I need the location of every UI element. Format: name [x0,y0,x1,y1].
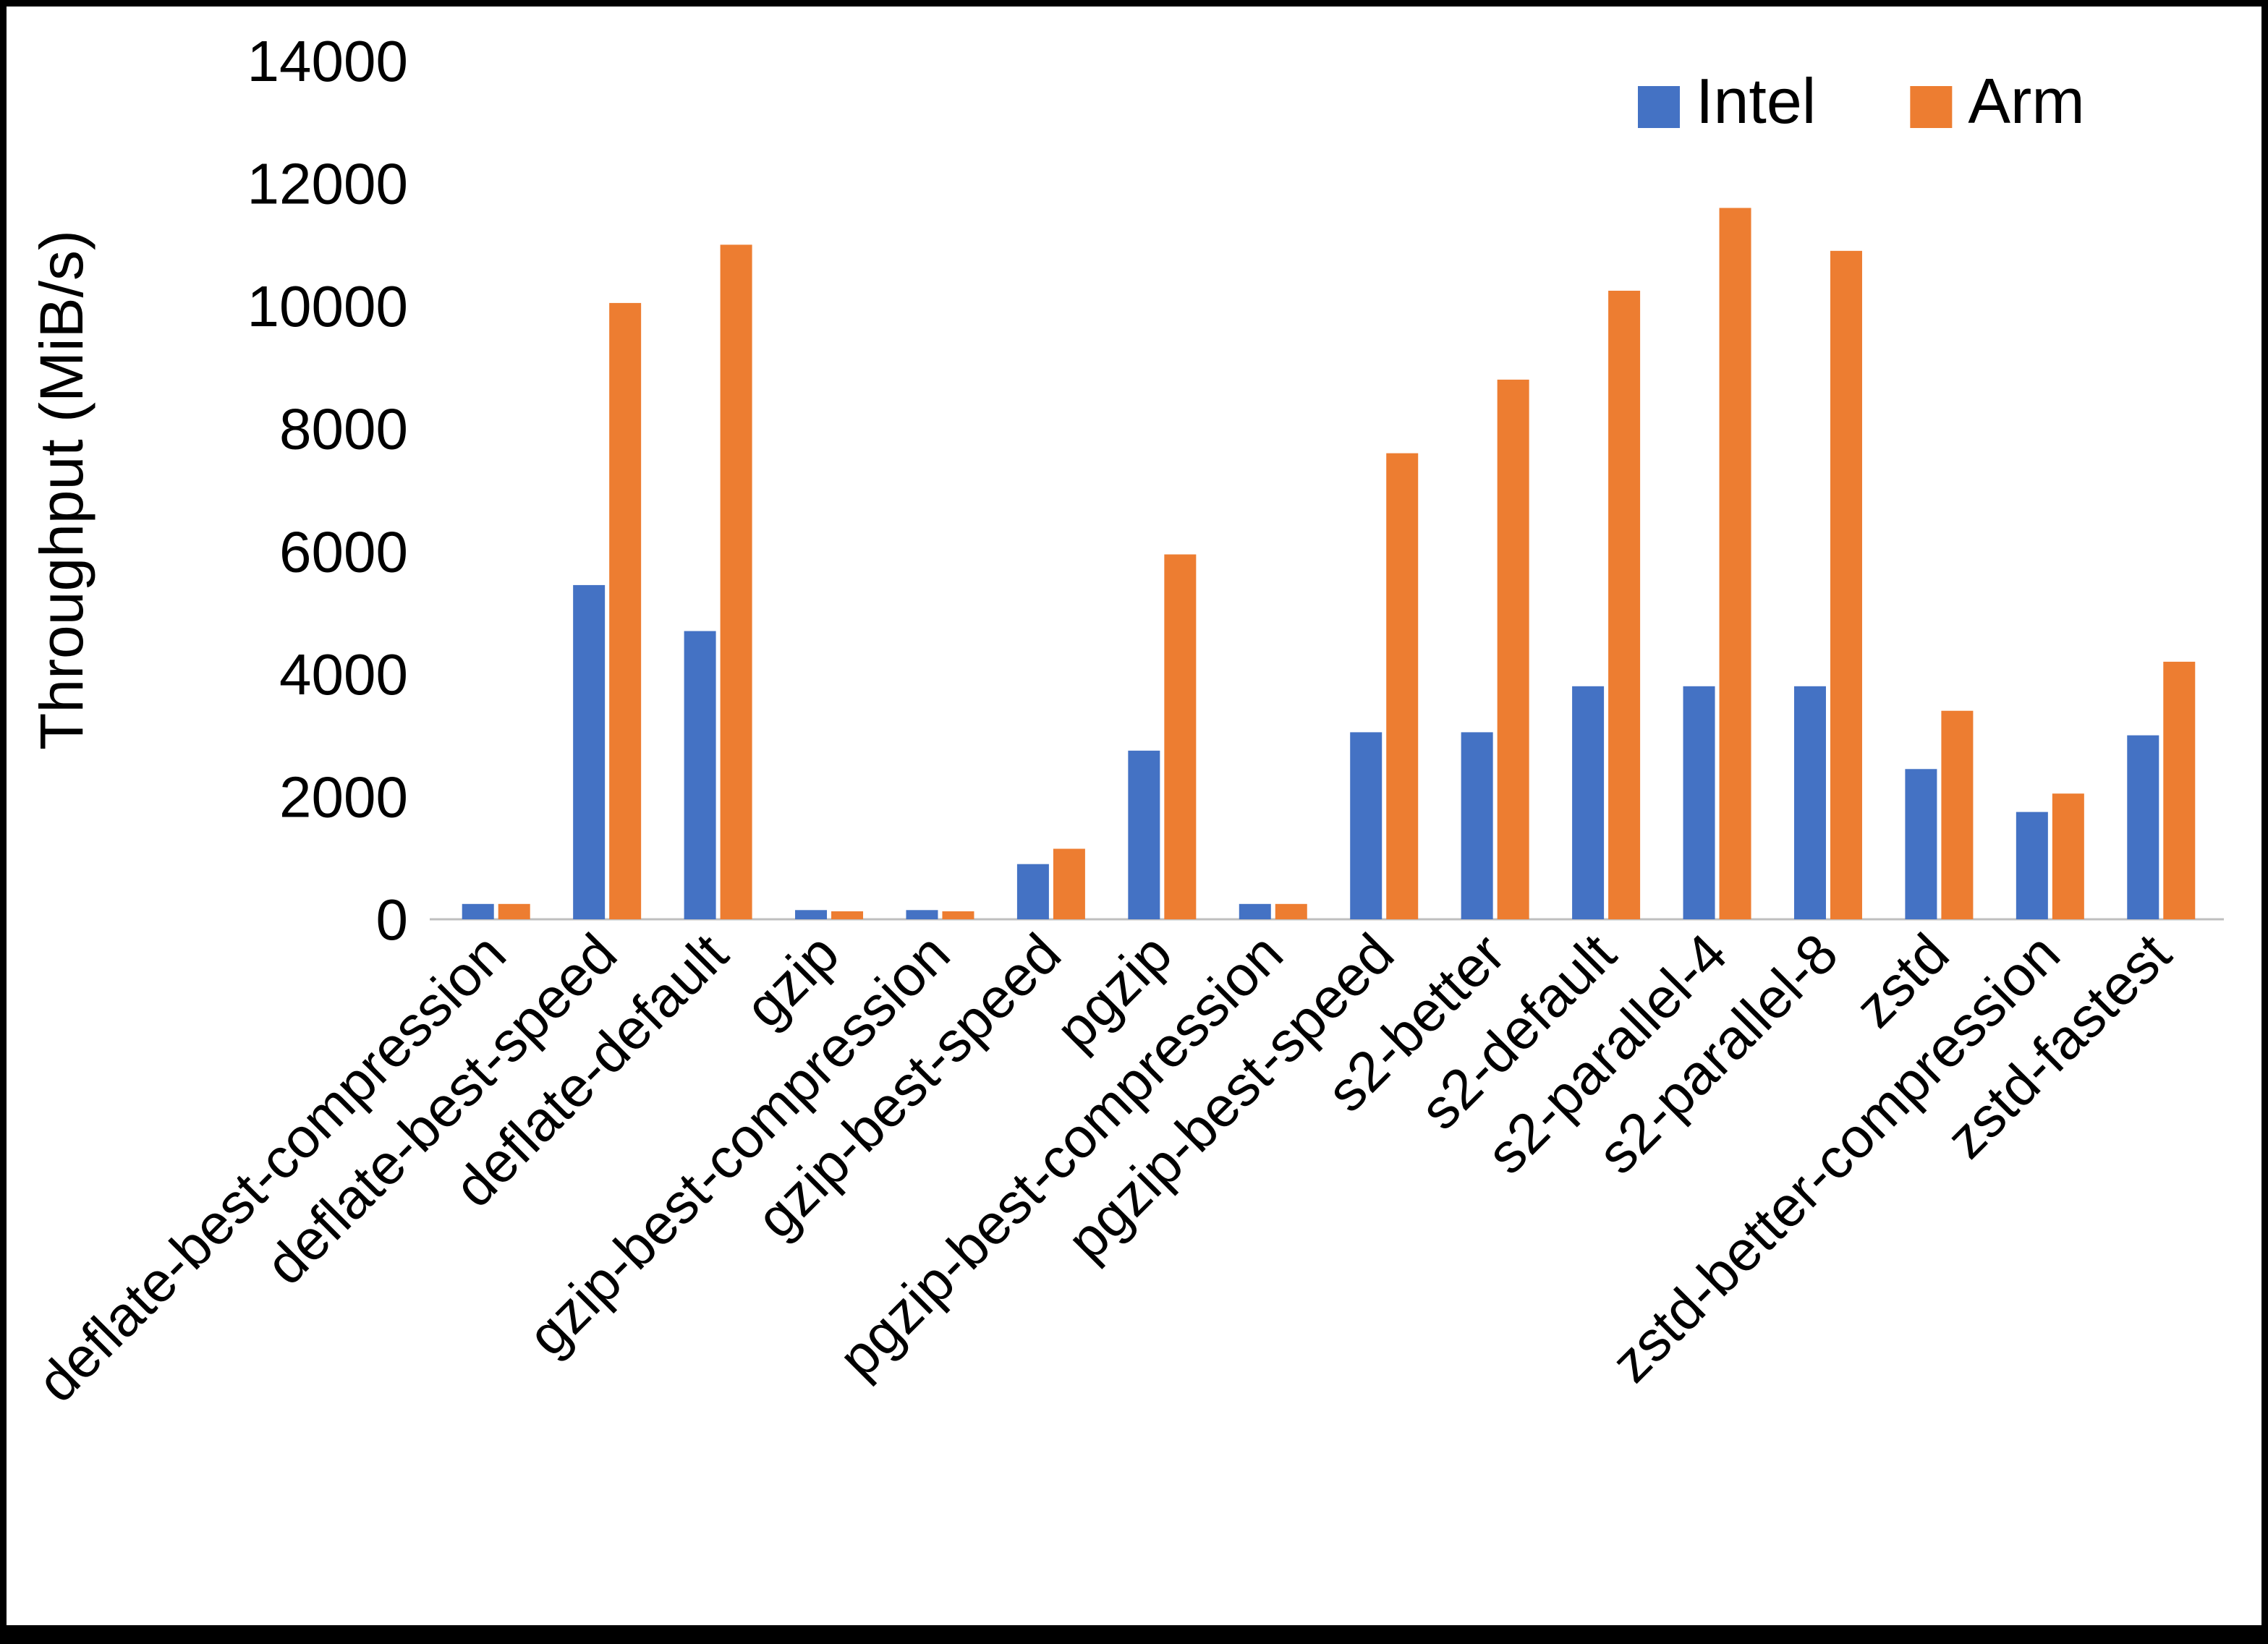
y-tick-label: 4000 [279,642,408,707]
bar-intel-gzip-best-speed [1016,864,1049,919]
legend-label-arm: Arm [1968,65,2084,137]
y-tick-label: 6000 [279,519,408,584]
y-axis-title: Throughput (MiB/s) [27,230,95,750]
bar-arm-zstd [1941,710,1974,919]
bar-intel-zstd [1905,769,1937,919]
bar-intel-gzip [795,910,828,919]
y-tick-label: 2000 [279,764,408,829]
bar-intel-pgzip-best-compression [1239,903,1271,919]
bar-intel-deflate-default [684,631,716,919]
y-tick-label: 0 [376,887,409,952]
legend-swatch-arm [1910,86,1953,128]
bar-intel-gzip-best-compression [906,910,938,919]
bar-intel-s2-parallel-8 [1793,686,1826,919]
bar-intel-deflate-best-speed [573,584,606,919]
y-tick-label: 14000 [247,29,408,93]
bar-arm-gzip-best-speed [1053,848,1085,919]
bar-arm-deflate-default [720,244,752,919]
bar-arm-gzip-best-compression [942,911,974,919]
bar-arm-s2-default [1608,290,1641,920]
bar-intel-s2-parallel-4 [1683,686,1715,919]
bar-arm-deflate-best-speed [609,302,642,919]
bar-intel-deflate-best-compression [462,903,494,919]
y-tick-label: 8000 [279,397,408,461]
bar-arm-pgzip [1164,554,1197,919]
bar-arm-s2-parallel-4 [1719,208,1751,919]
y-tick-label: 12000 [247,152,408,216]
bar-intel-s2-better [1461,732,1493,919]
bar-arm-s2-parallel-8 [1830,250,1862,920]
bar-chart: 0 2000 4000 6000 8000 10000 12000 14000 Throughp… [25,29,2224,1414]
bar-intel-zstd-fastest [2127,735,2159,919]
bar-arm-zstd-fastest [2163,661,2196,919]
legend-swatch-intel [1638,86,1680,128]
legend-label-intel: Intel [1696,65,1816,137]
y-tick-label: 10000 [247,274,408,338]
bar-arm-gzip [831,911,864,919]
category-label: deflate-best-compression [25,921,517,1414]
bar-intel-pgzip [1128,750,1160,919]
bar-intel-s2-default [1572,686,1605,919]
bar-arm-deflate-best-compression [498,903,530,919]
bar-intel-pgzip-best-speed [1350,732,1383,919]
bar-arm-s2-better [1497,379,1529,919]
bar-arm-zstd-better-compression [2052,793,2084,919]
bar-arm-pgzip-best-compression [1275,903,1307,919]
bar-intel-zstd-better-compression [2016,812,2048,919]
bar-arm-pgzip-best-speed [1386,453,1419,919]
